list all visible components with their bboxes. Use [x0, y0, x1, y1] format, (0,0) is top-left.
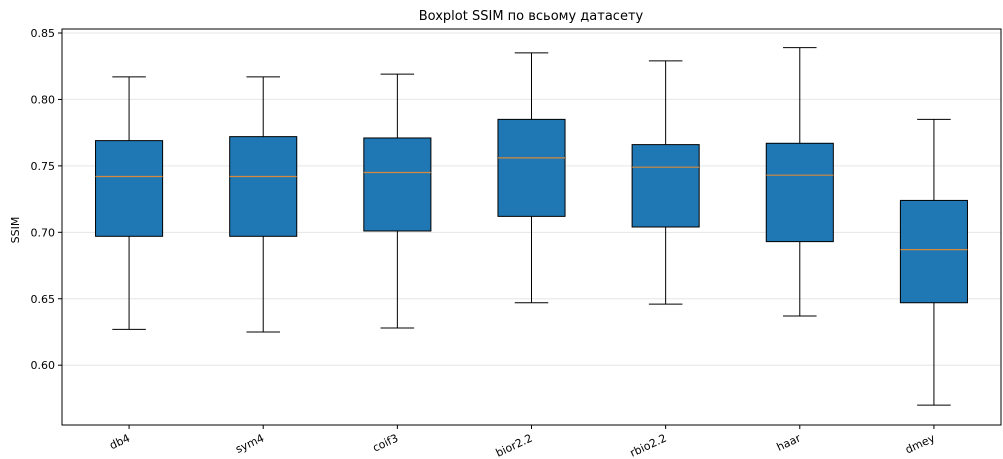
y-tick-label: 0.80 [31, 93, 56, 106]
box-rbio2.2 [631, 60, 700, 305]
y-tick-label: 0.70 [31, 226, 56, 239]
box-body [765, 142, 834, 243]
y-axis-label: SSIM [9, 217, 22, 244]
y-tick-label: 0.85 [31, 27, 56, 40]
box-db4 [95, 76, 164, 330]
box-bior2.2 [497, 52, 566, 304]
box-body [363, 137, 432, 232]
y-tick-label: 0.60 [31, 359, 56, 372]
y-tick-label: 0.65 [31, 293, 56, 306]
y-axis: 0.60 0.65 0.70 0.75 0.80 0.85 [31, 27, 62, 372]
box-body [631, 144, 700, 228]
y-tick-label: 0.75 [31, 160, 56, 173]
box-haar [765, 47, 834, 317]
box-body [899, 199, 968, 304]
box-coif3 [363, 73, 432, 329]
box-body [497, 118, 566, 217]
box-dmey [899, 118, 968, 406]
box-body [95, 140, 164, 237]
boxes-group [95, 47, 968, 406]
box-body [229, 136, 298, 237]
box-sym4 [229, 76, 298, 333]
chart-title: Boxplot SSIM по всьому датасету [419, 9, 644, 24]
